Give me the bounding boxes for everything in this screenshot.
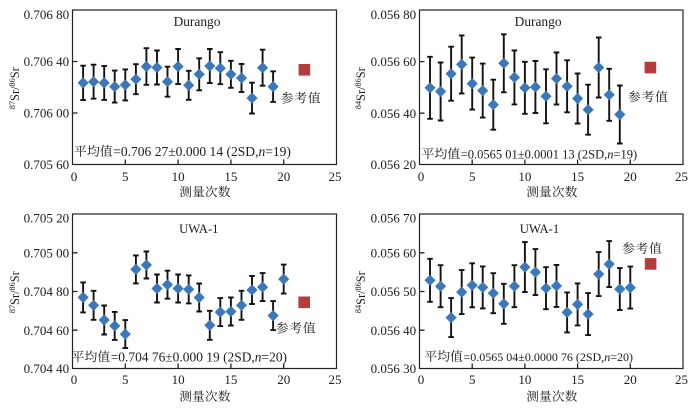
svg-text:0.705 00: 0.705 00 [24,245,70,260]
svg-text:10: 10 [518,169,531,184]
svg-text:0: 0 [71,372,78,387]
svg-text:15: 15 [224,169,237,184]
svg-text:0: 0 [418,372,425,387]
svg-text:15: 15 [571,372,584,387]
svg-text:0.056 60: 0.056 60 [371,245,417,260]
svg-text:20: 20 [624,372,637,387]
svg-text:=0.0565 04±0.0000 76 (2SD,n=20: =0.0565 04±0.0000 76 (2SD,n=20) [464,350,633,364]
svg-text:84Sr/86Sr: 84Sr/86Sr [354,270,368,313]
svg-text:5: 5 [122,372,129,387]
svg-text:0: 0 [71,169,78,184]
svg-text:0.706 40: 0.706 40 [24,54,70,69]
svg-text:5: 5 [469,169,476,184]
svg-text:UWA-1: UWA-1 [520,222,559,236]
svg-text:10: 10 [172,169,185,184]
svg-text:0.706 00: 0.706 00 [24,106,70,121]
svg-text:0.056 20: 0.056 20 [371,157,417,172]
svg-text:=0.706 27±0.000 14 (2SD,n=19): =0.706 27±0.000 14 (2SD,n=19) [113,144,291,160]
svg-text:0.056 30: 0.056 30 [371,361,417,376]
svg-text:0.056 70: 0.056 70 [371,210,417,225]
svg-text:0.056 50: 0.056 50 [371,284,417,299]
svg-text:87Sr/86Sr: 87Sr/86Sr [8,270,22,313]
svg-text:25: 25 [675,372,688,387]
svg-text:0.704 40: 0.704 40 [24,361,70,376]
svg-text:Durango: Durango [174,14,221,29]
svg-text:15: 15 [571,169,584,184]
svg-text:0.705 60: 0.705 60 [24,157,70,172]
svg-text:20: 20 [277,169,290,184]
svg-text:20: 20 [624,169,637,184]
svg-text:Durango: Durango [515,14,562,29]
svg-text:10: 10 [172,372,185,387]
svg-text:10: 10 [518,372,531,387]
svg-text:=0.0565 01±0.0001 13 (2SD,n=19: =0.0565 01±0.0001 13 (2SD,n=19) [461,147,638,161]
svg-text:15: 15 [224,372,237,387]
svg-text:25: 25 [675,169,688,184]
svg-text:5: 5 [122,169,129,184]
svg-text:5: 5 [469,372,476,387]
svg-text:20: 20 [277,372,290,387]
svg-text:0.056 60: 0.056 60 [371,54,417,69]
svg-text:0.705 20: 0.705 20 [24,210,70,225]
svg-text:25: 25 [329,372,342,387]
svg-text:0.704 60: 0.704 60 [24,323,70,338]
svg-text:0.056 40: 0.056 40 [371,106,417,121]
svg-text:0.706 80: 0.706 80 [24,7,70,22]
svg-text:25: 25 [329,169,342,184]
svg-text:84Sr/86Sr: 84Sr/86Sr [354,66,368,109]
svg-text:0.056 40: 0.056 40 [371,323,417,338]
svg-text:UWA-1: UWA-1 [179,222,218,236]
svg-text:87Sr/86Sr: 87Sr/86Sr [8,66,22,109]
svg-text:=0.704 76±0.000 19 (2SD,n=20): =0.704 76±0.000 19 (2SD,n=20) [111,349,287,364]
svg-text:0: 0 [418,169,425,184]
svg-text:0.056 80: 0.056 80 [371,7,417,22]
svg-text:0.704 80: 0.704 80 [24,284,70,299]
